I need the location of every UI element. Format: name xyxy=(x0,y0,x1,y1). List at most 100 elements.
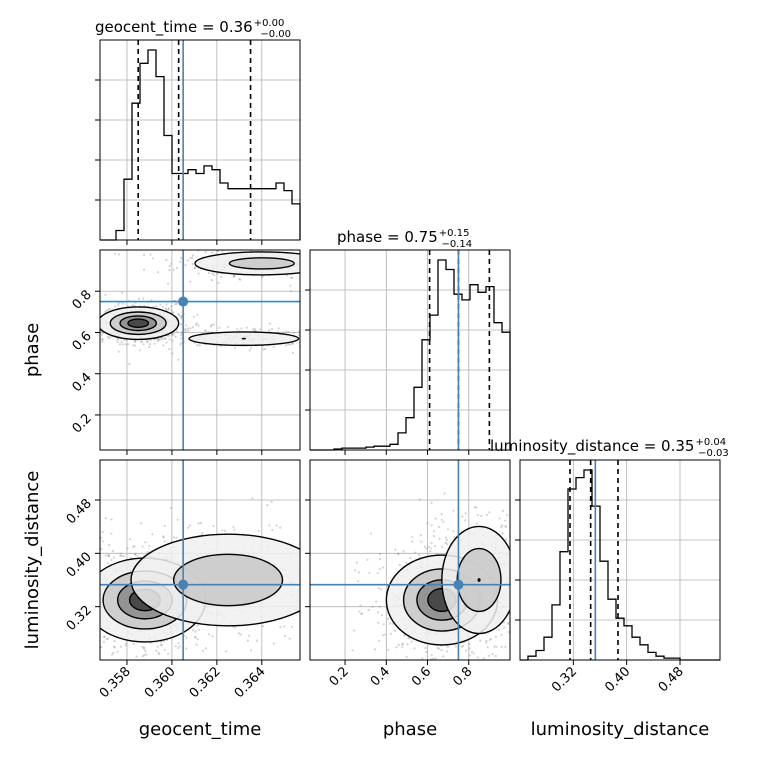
histogram-step xyxy=(100,49,301,241)
sample-point xyxy=(364,577,366,579)
sample-point xyxy=(263,347,267,351)
sample-point xyxy=(95,591,97,593)
sample-point xyxy=(446,645,449,648)
sample-point xyxy=(134,339,137,343)
sample-point xyxy=(262,348,265,351)
sample-point xyxy=(146,340,149,343)
sample-point xyxy=(326,259,328,261)
sample-point xyxy=(494,655,497,658)
sample-point xyxy=(95,585,97,587)
sample-point xyxy=(51,594,53,596)
sample-point xyxy=(164,307,167,310)
sample-point xyxy=(268,329,271,332)
sample-point xyxy=(199,521,202,525)
sample-point xyxy=(371,605,374,609)
sample-point xyxy=(211,272,214,275)
sample-point xyxy=(118,343,121,346)
sample-point xyxy=(305,596,307,598)
sample-point xyxy=(316,274,318,276)
sample-point xyxy=(125,642,128,645)
sample-point xyxy=(305,257,307,259)
sample-point xyxy=(250,649,253,652)
sample-point xyxy=(198,628,201,631)
sample-point xyxy=(113,646,116,649)
sample-point xyxy=(491,652,494,656)
sample-point xyxy=(195,323,198,326)
sample-point xyxy=(85,325,87,327)
sample-point xyxy=(143,654,146,657)
sample-point xyxy=(191,629,195,632)
sample-point xyxy=(168,269,171,272)
truth-marker xyxy=(178,579,189,590)
sample-point xyxy=(377,587,380,590)
sample-point xyxy=(180,341,183,344)
sample-point xyxy=(257,529,260,532)
scatter-ytick-label: 0.8 xyxy=(70,287,95,312)
sample-point xyxy=(88,603,90,605)
sample-point xyxy=(98,604,100,606)
sample-point xyxy=(132,545,135,549)
sample-point xyxy=(232,526,235,529)
sample-point xyxy=(85,601,87,603)
sample-point xyxy=(373,648,377,651)
sample-point xyxy=(193,267,196,270)
sample-point xyxy=(504,672,506,674)
sample-point xyxy=(141,545,144,548)
sample-point xyxy=(330,544,332,546)
sample-point xyxy=(107,554,110,557)
sample-point xyxy=(134,344,137,347)
sample-point xyxy=(162,536,165,539)
sample-point xyxy=(74,322,76,324)
sample-point xyxy=(279,526,282,529)
sample-point xyxy=(378,552,381,556)
sample-point xyxy=(311,254,313,256)
sample-point xyxy=(336,258,338,260)
sample-point xyxy=(89,581,91,583)
sample-point xyxy=(239,633,242,636)
sample-point xyxy=(475,522,478,525)
sample-point xyxy=(313,263,315,265)
sample-point xyxy=(149,339,152,342)
sample-point xyxy=(517,597,519,599)
sample-point xyxy=(204,329,207,332)
sample-point xyxy=(438,525,441,529)
sample-point xyxy=(338,570,340,572)
sample-point xyxy=(158,652,161,656)
sample-point xyxy=(204,250,207,254)
sample-point xyxy=(100,333,103,336)
sample-point xyxy=(104,310,107,314)
x-axis-label-luminosity-distance: luminosity_distance xyxy=(531,719,710,740)
sample-point xyxy=(476,514,479,517)
sample-point xyxy=(438,537,441,541)
sample-point xyxy=(97,588,99,590)
sample-point xyxy=(167,282,170,285)
sample-point xyxy=(405,561,408,565)
sample-point xyxy=(303,564,305,566)
sample-point xyxy=(141,655,144,658)
sample-point xyxy=(290,276,293,279)
scatter-ytick-label: 0.32 xyxy=(64,603,95,634)
sample-point xyxy=(40,300,42,302)
sample-point xyxy=(312,254,314,256)
sample-point xyxy=(218,326,221,329)
sample-point xyxy=(464,689,466,691)
sample-point xyxy=(429,550,432,553)
sample-point xyxy=(156,271,159,274)
sample-point xyxy=(89,514,91,516)
sample-point xyxy=(486,684,488,686)
sample-point xyxy=(120,340,123,344)
sample-point xyxy=(66,667,68,669)
sample-point xyxy=(266,504,269,507)
sample-point xyxy=(303,258,305,260)
sample-point xyxy=(121,291,124,294)
sample-point xyxy=(388,260,390,262)
sample-point xyxy=(301,275,303,277)
sample-point xyxy=(516,592,518,594)
sample-point xyxy=(107,308,110,311)
scatter-ytick-label: 0.40 xyxy=(64,550,95,581)
sample-point xyxy=(255,639,258,642)
sample-point xyxy=(472,652,475,655)
sample-point xyxy=(103,635,106,639)
sample-point xyxy=(180,337,183,340)
sample-point xyxy=(330,238,332,240)
